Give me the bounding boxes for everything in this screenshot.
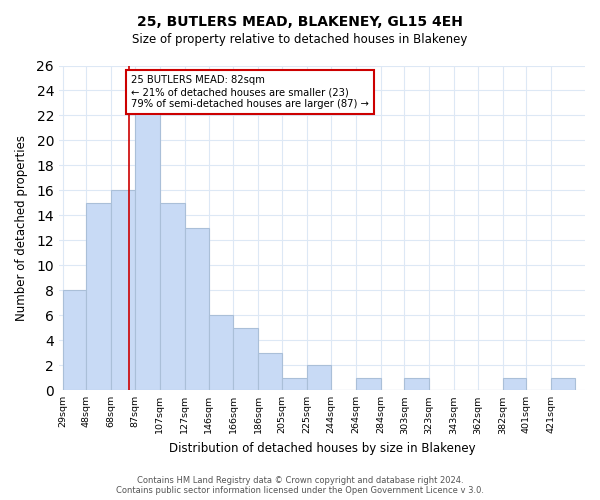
- X-axis label: Distribution of detached houses by size in Blakeney: Distribution of detached houses by size …: [169, 442, 475, 455]
- Text: 25, BUTLERS MEAD, BLAKENEY, GL15 4EH: 25, BUTLERS MEAD, BLAKENEY, GL15 4EH: [137, 15, 463, 29]
- Bar: [62, 290, 86, 390]
- Bar: [86, 203, 112, 390]
- Bar: [404, 378, 429, 390]
- Bar: [356, 378, 380, 390]
- Text: Contains HM Land Registry data © Crown copyright and database right 2024.
Contai: Contains HM Land Registry data © Crown c…: [116, 476, 484, 495]
- Y-axis label: Number of detached properties: Number of detached properties: [15, 135, 28, 321]
- Bar: [551, 378, 575, 390]
- Text: Size of property relative to detached houses in Blakeney: Size of property relative to detached ho…: [133, 32, 467, 46]
- Bar: [185, 228, 209, 390]
- Bar: [160, 203, 185, 390]
- Text: 25 BUTLERS MEAD: 82sqm
← 21% of detached houses are smaller (23)
79% of semi-det: 25 BUTLERS MEAD: 82sqm ← 21% of detached…: [131, 76, 369, 108]
- Bar: [233, 328, 259, 390]
- Bar: [209, 316, 233, 390]
- Bar: [112, 190, 135, 390]
- Bar: [282, 378, 307, 390]
- Bar: [307, 366, 331, 390]
- Bar: [259, 353, 282, 391]
- Bar: [503, 378, 526, 390]
- Bar: [135, 103, 160, 391]
